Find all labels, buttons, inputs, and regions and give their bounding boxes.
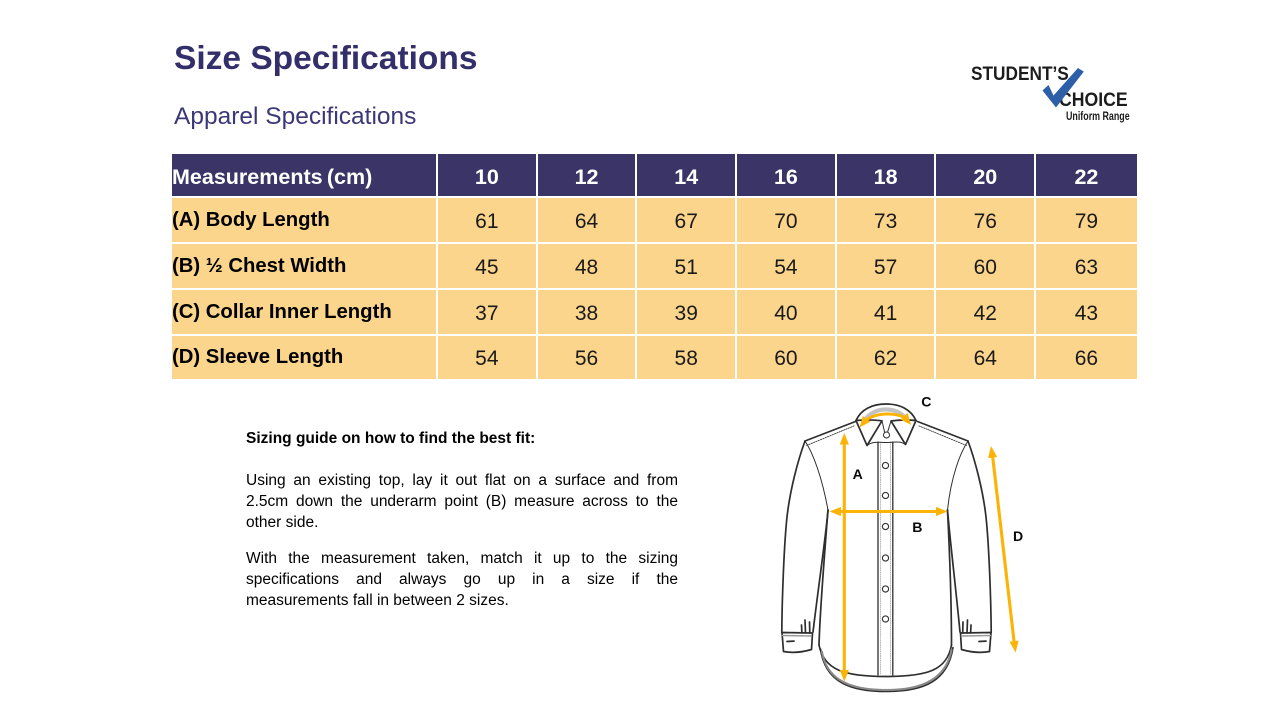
svg-text:B: B (912, 519, 922, 535)
svg-text:C: C (921, 394, 931, 410)
svg-text:D: D (1013, 528, 1023, 544)
svg-text:A: A (853, 466, 863, 482)
